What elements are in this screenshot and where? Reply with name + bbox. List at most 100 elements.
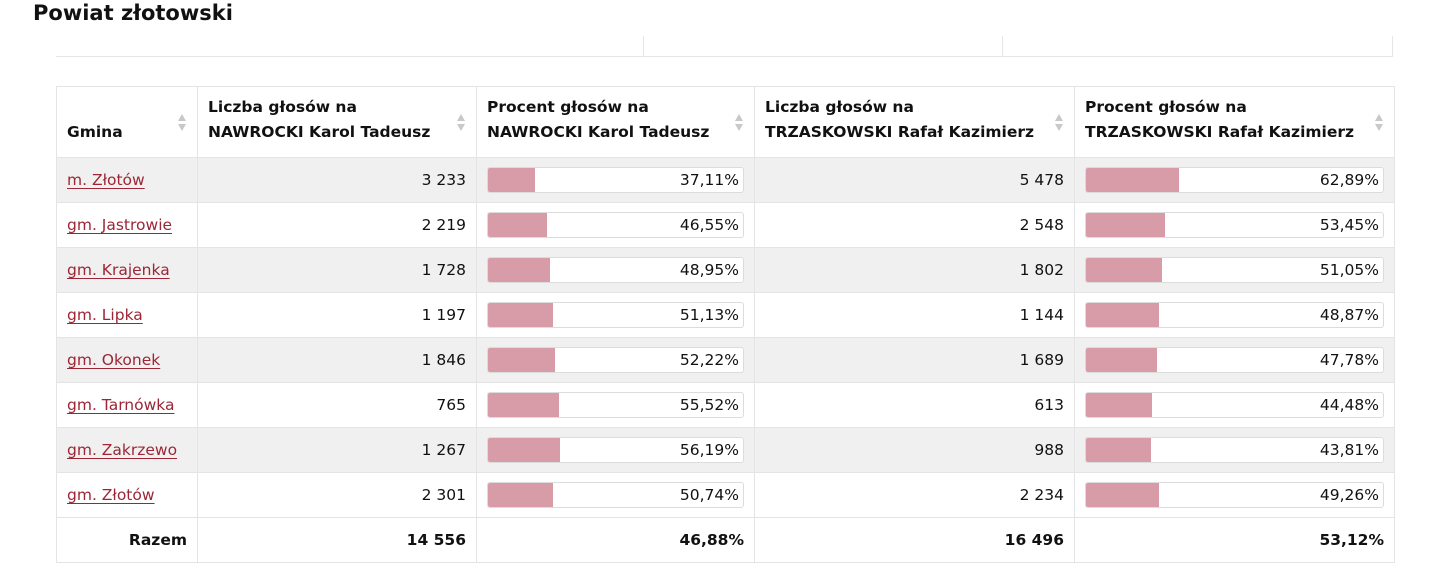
nawrocki-percent-cell: 51,13% bbox=[476, 292, 755, 338]
gmina-link[interactable]: m. Złotów bbox=[67, 171, 145, 189]
nawrocki-percent-cell: 37,11% bbox=[476, 157, 755, 203]
trzaskowski-votes-cell: 1 144 bbox=[754, 292, 1075, 338]
percent-value: 62,89% bbox=[1319, 171, 1379, 189]
gmina-link[interactable]: gm. Krajenka bbox=[67, 261, 170, 279]
table-body: m. Złotów 3 233 37,11% 5 478 62,89% gm. Jastr… bbox=[56, 157, 1395, 518]
percent-bar-fill bbox=[1086, 258, 1162, 282]
previous-table-bottom-edge bbox=[56, 36, 1393, 57]
percent-value: 49,26% bbox=[1319, 486, 1379, 504]
percent-value: 50,74% bbox=[679, 486, 739, 504]
trzaskowski-votes-cell: 2 548 bbox=[754, 202, 1075, 248]
sort-icon[interactable] bbox=[1374, 113, 1384, 133]
header-trzaskowski-votes[interactable]: Liczba głosów na TRZASKOWSKI Rafał Kazim… bbox=[754, 86, 1075, 158]
trzaskowski-votes-cell: 613 bbox=[754, 382, 1075, 428]
gmina-link[interactable]: gm. Okonek bbox=[67, 351, 161, 369]
percent-value: 46,55% bbox=[679, 216, 739, 234]
percent-bar: 52,22% bbox=[487, 347, 744, 373]
header-label: Procent głosów na bbox=[1085, 98, 1247, 116]
gmina-link[interactable]: gm. Zakrzewo bbox=[67, 441, 178, 459]
footer-trzaskowski-percent: 53,12% bbox=[1074, 517, 1395, 563]
table-row: m. Złotów 3 233 37,11% 5 478 62,89% bbox=[56, 157, 1395, 203]
trzaskowski-percent-cell: 48,87% bbox=[1074, 292, 1395, 338]
nawrocki-percent-cell: 55,52% bbox=[476, 382, 755, 428]
gmina-link[interactable]: gm. Jastrowie bbox=[67, 216, 173, 234]
percent-bar-fill bbox=[1086, 348, 1157, 372]
gmina-cell: gm. Krajenka bbox=[56, 247, 198, 293]
percent-bar: 43,81% bbox=[1085, 437, 1384, 463]
percent-bar-fill bbox=[488, 393, 559, 417]
percent-bar: 53,45% bbox=[1085, 212, 1384, 238]
percent-value: 56,19% bbox=[679, 441, 739, 459]
trzaskowski-votes-cell: 5 478 bbox=[754, 157, 1075, 203]
table-footer-row: Razem 14 556 46,88% 16 496 53,12% bbox=[56, 517, 1395, 563]
percent-bar: 47,78% bbox=[1085, 347, 1384, 373]
table-row: gm. Zakrzewo 1 267 56,19% 988 43,81% bbox=[56, 427, 1395, 473]
trzaskowski-votes-cell: 988 bbox=[754, 427, 1075, 473]
table-row: gm. Okonek 1 846 52,22% 1 689 47,78% bbox=[56, 337, 1395, 383]
footer-nawrocki-percent: 46,88% bbox=[476, 517, 755, 563]
results-table: Gmina Liczba głosów na NAWROCKI Karol Ta… bbox=[56, 86, 1395, 563]
trzaskowski-percent-cell: 43,81% bbox=[1074, 427, 1395, 473]
nawrocki-percent-cell: 46,55% bbox=[476, 202, 755, 248]
column-divider bbox=[1002, 36, 1003, 56]
trzaskowski-votes-cell: 2 234 bbox=[754, 472, 1075, 518]
percent-bar-fill bbox=[488, 168, 536, 192]
nawrocki-votes-cell: 1 267 bbox=[197, 427, 477, 473]
sort-icon[interactable] bbox=[1054, 113, 1064, 133]
percent-bar-fill bbox=[488, 258, 551, 282]
sort-icon[interactable] bbox=[177, 113, 187, 133]
gmina-link[interactable]: gm. Tarnówka bbox=[67, 396, 175, 414]
gmina-link[interactable]: gm. Złotów bbox=[67, 486, 155, 504]
percent-bar-fill bbox=[1086, 213, 1166, 237]
percent-value: 43,81% bbox=[1319, 441, 1379, 459]
percent-value: 44,48% bbox=[1319, 396, 1379, 414]
gmina-cell: gm. Złotów bbox=[56, 472, 198, 518]
header-trzaskowski-percent[interactable]: Procent głosów na TRZASKOWSKI Rafał Kazi… bbox=[1074, 86, 1395, 158]
trzaskowski-percent-cell: 62,89% bbox=[1074, 157, 1395, 203]
percent-bar-fill bbox=[1086, 303, 1159, 327]
nawrocki-votes-cell: 765 bbox=[197, 382, 477, 428]
sort-icon[interactable] bbox=[734, 113, 744, 133]
percent-bar: 37,11% bbox=[487, 167, 744, 193]
table-row: gm. Złotów 2 301 50,74% 2 234 49,26% bbox=[56, 472, 1395, 518]
trzaskowski-percent-cell: 51,05% bbox=[1074, 247, 1395, 293]
percent-bar: 46,55% bbox=[487, 212, 744, 238]
footer-nawrocki-votes: 14 556 bbox=[197, 517, 477, 563]
header-nawrocki-votes[interactable]: Liczba głosów na NAWROCKI Karol Tadeusz bbox=[197, 86, 477, 158]
percent-bar: 55,52% bbox=[487, 392, 744, 418]
nawrocki-votes-cell: 1 197 bbox=[197, 292, 477, 338]
percent-bar: 48,87% bbox=[1085, 302, 1384, 328]
header-label: TRZASKOWSKI Rafał Kazimierz bbox=[765, 123, 1035, 141]
header-label: Procent głosów na bbox=[487, 98, 649, 116]
header-label: NAWROCKI Karol Tadeusz bbox=[208, 123, 431, 141]
trzaskowski-percent-cell: 44,48% bbox=[1074, 382, 1395, 428]
percent-value: 51,05% bbox=[1319, 261, 1379, 279]
nawrocki-percent-cell: 50,74% bbox=[476, 472, 755, 518]
percent-value: 52,22% bbox=[679, 351, 739, 369]
percent-value: 53,45% bbox=[1319, 216, 1379, 234]
percent-bar: 56,19% bbox=[487, 437, 744, 463]
table-row: gm. Tarnówka 765 55,52% 613 44,48% bbox=[56, 382, 1395, 428]
gmina-cell: gm. Zakrzewo bbox=[56, 427, 198, 473]
percent-bar-fill bbox=[1086, 168, 1180, 192]
nawrocki-votes-cell: 2 219 bbox=[197, 202, 477, 248]
sort-icon[interactable] bbox=[456, 113, 466, 133]
header-gmina[interactable]: Gmina bbox=[56, 86, 198, 158]
gmina-link[interactable]: gm. Lipka bbox=[67, 306, 143, 324]
percent-bar: 50,74% bbox=[487, 482, 744, 508]
table-header-row: Gmina Liczba głosów na NAWROCKI Karol Ta… bbox=[56, 86, 1395, 158]
header-nawrocki-percent[interactable]: Procent głosów na NAWROCKI Karol Tadeusz bbox=[476, 86, 755, 158]
trzaskowski-votes-cell: 1 802 bbox=[754, 247, 1075, 293]
percent-bar: 62,89% bbox=[1085, 167, 1384, 193]
nawrocki-votes-cell: 2 301 bbox=[197, 472, 477, 518]
percent-bar-fill bbox=[1086, 438, 1152, 462]
table-row: gm. Jastrowie 2 219 46,55% 2 548 53,45% bbox=[56, 202, 1395, 248]
gmina-cell: gm. Jastrowie bbox=[56, 202, 198, 248]
footer-label: Razem bbox=[56, 517, 198, 563]
trzaskowski-percent-cell: 47,78% bbox=[1074, 337, 1395, 383]
percent-bar: 44,48% bbox=[1085, 392, 1384, 418]
gmina-cell: gm. Okonek bbox=[56, 337, 198, 383]
percent-bar: 51,13% bbox=[487, 302, 744, 328]
percent-value: 48,87% bbox=[1319, 306, 1379, 324]
header-label: NAWROCKI Karol Tadeusz bbox=[487, 123, 710, 141]
